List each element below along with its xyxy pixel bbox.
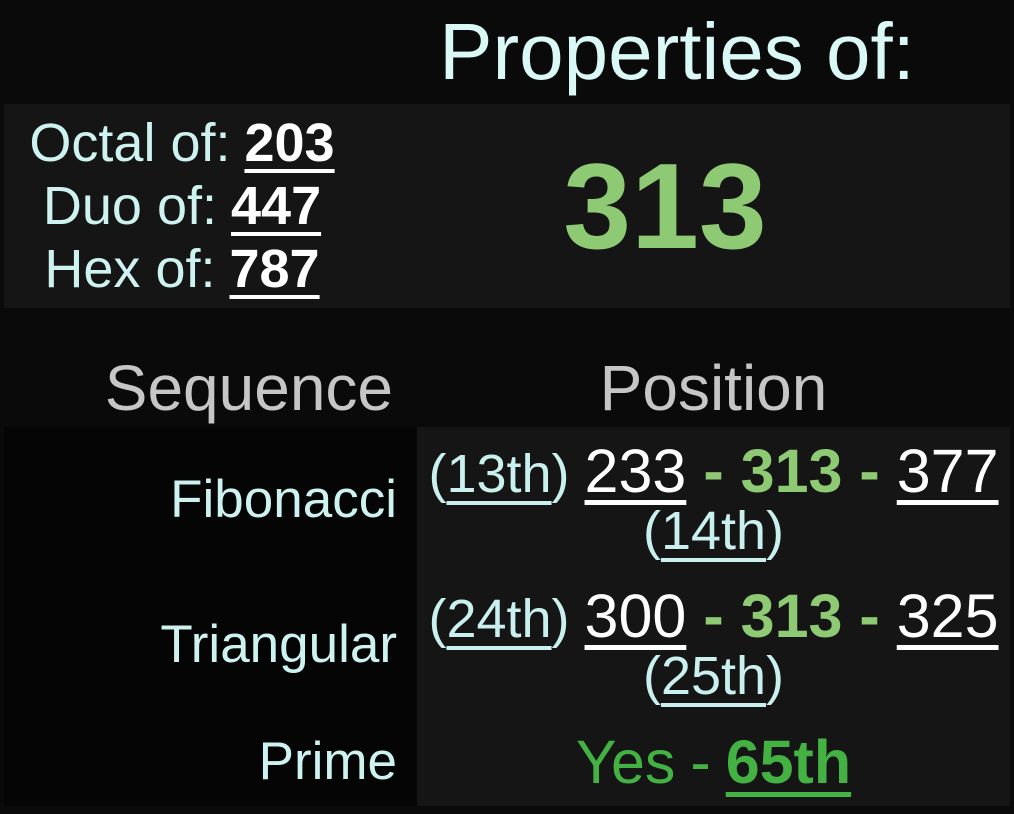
base-conversions: Octal of: 203 Duo of: 447 Hex of: 787	[4, 112, 360, 301]
octal-value-text[interactable]: 203	[244, 112, 335, 173]
fibonacci-values-line: (13th) 233 - 313 - 377	[428, 436, 998, 505]
prime-ordinal[interactable]: 65th	[726, 727, 851, 797]
properties-header: Properties of:	[0, 0, 1014, 104]
octal-label: Octal of:	[29, 112, 231, 173]
triangular-current-number: 313	[740, 581, 843, 650]
dash-separator: -	[703, 581, 724, 650]
fibonacci-next-ordinal-line: (14th)	[643, 500, 784, 564]
duo-value-text[interactable]: 447	[231, 175, 322, 236]
fibonacci-row-label: Fibonacci	[4, 427, 417, 572]
paren-close: )	[766, 645, 785, 706]
paren-close: )	[551, 588, 570, 649]
triangular-values-line: (24th) 300 - 313 - 325	[428, 581, 998, 650]
triangular-next-ordinal-line: (25th)	[643, 645, 784, 709]
position-column-header: Position	[599, 352, 828, 424]
triangular-next-ordinal: (25th)	[643, 645, 784, 707]
conversion-line-octal: Octal of: 203	[4, 112, 360, 175]
query-number: 313	[563, 138, 767, 274]
triangular-next-number-link[interactable]: 325	[896, 581, 999, 650]
dash-separator: -	[859, 436, 880, 505]
paren-open: (	[428, 588, 447, 649]
triangular-row-label: Triangular	[4, 572, 417, 717]
prime-position-cell: Yes - 65th	[417, 717, 1010, 806]
hex-label: Hex of:	[44, 238, 216, 299]
fibonacci-next-ordinal: (14th)	[643, 500, 784, 562]
paren-close: )	[766, 500, 785, 561]
page-title: Properties of:	[439, 7, 915, 96]
hex-value-text[interactable]: 787	[229, 238, 320, 299]
triangular-prev-ordinal-link[interactable]: 24th	[446, 588, 552, 649]
prime-ordinal-link[interactable]: 65th	[725, 727, 852, 796]
fibonacci-current-number: 313	[740, 436, 843, 505]
prime-answer: Yes	[575, 727, 676, 796]
triangular-next-ordinal-link[interactable]: 25th	[660, 645, 767, 706]
dash-separator: -	[859, 581, 880, 650]
duo-label: Duo of:	[42, 175, 217, 236]
fibonacci-prev-number-link[interactable]: 233	[584, 436, 687, 505]
hex-value-link[interactable]: 787	[229, 238, 319, 301]
number-panel: Octal of: 203 Duo of: 447 Hex of: 787 31…	[4, 104, 1010, 308]
paren-open: (	[428, 443, 447, 504]
paren-close: )	[551, 443, 570, 504]
triangular-position-cell: (24th) 300 - 313 - 325 (25th)	[417, 572, 1010, 717]
paren-open: (	[642, 645, 661, 706]
octal-value-link[interactable]: 203	[244, 112, 334, 175]
triangular-prev-number-link[interactable]: 300	[584, 581, 687, 650]
sequence-table: Sequence Position Fibonacci (13th) 233 -…	[4, 340, 1010, 806]
fibonacci-prev-ordinal: (13th)	[428, 443, 569, 505]
fibonacci-position-cell: (13th) 233 - 313 - 377 (14th)	[417, 427, 1010, 572]
prime-answer-line: Yes - 65th	[576, 727, 851, 797]
fibonacci-next-ordinal-link[interactable]: 14th	[660, 500, 767, 561]
fibonacci-prev-ordinal-link[interactable]: 13th	[446, 443, 552, 504]
fibonacci-next-number-link[interactable]: 377	[896, 436, 999, 505]
conversion-line-hex: Hex of: 787	[4, 238, 360, 301]
dash-separator: -	[703, 436, 724, 505]
triangular-prev-ordinal: (24th)	[428, 588, 569, 650]
paren-open: (	[642, 500, 661, 561]
dash-separator: -	[690, 727, 711, 796]
conversion-line-duo: Duo of: 447	[4, 175, 360, 238]
prime-row-label: Prime	[4, 717, 417, 806]
sequence-column-header: Sequence	[104, 352, 393, 424]
duo-value-link[interactable]: 447	[231, 175, 321, 238]
